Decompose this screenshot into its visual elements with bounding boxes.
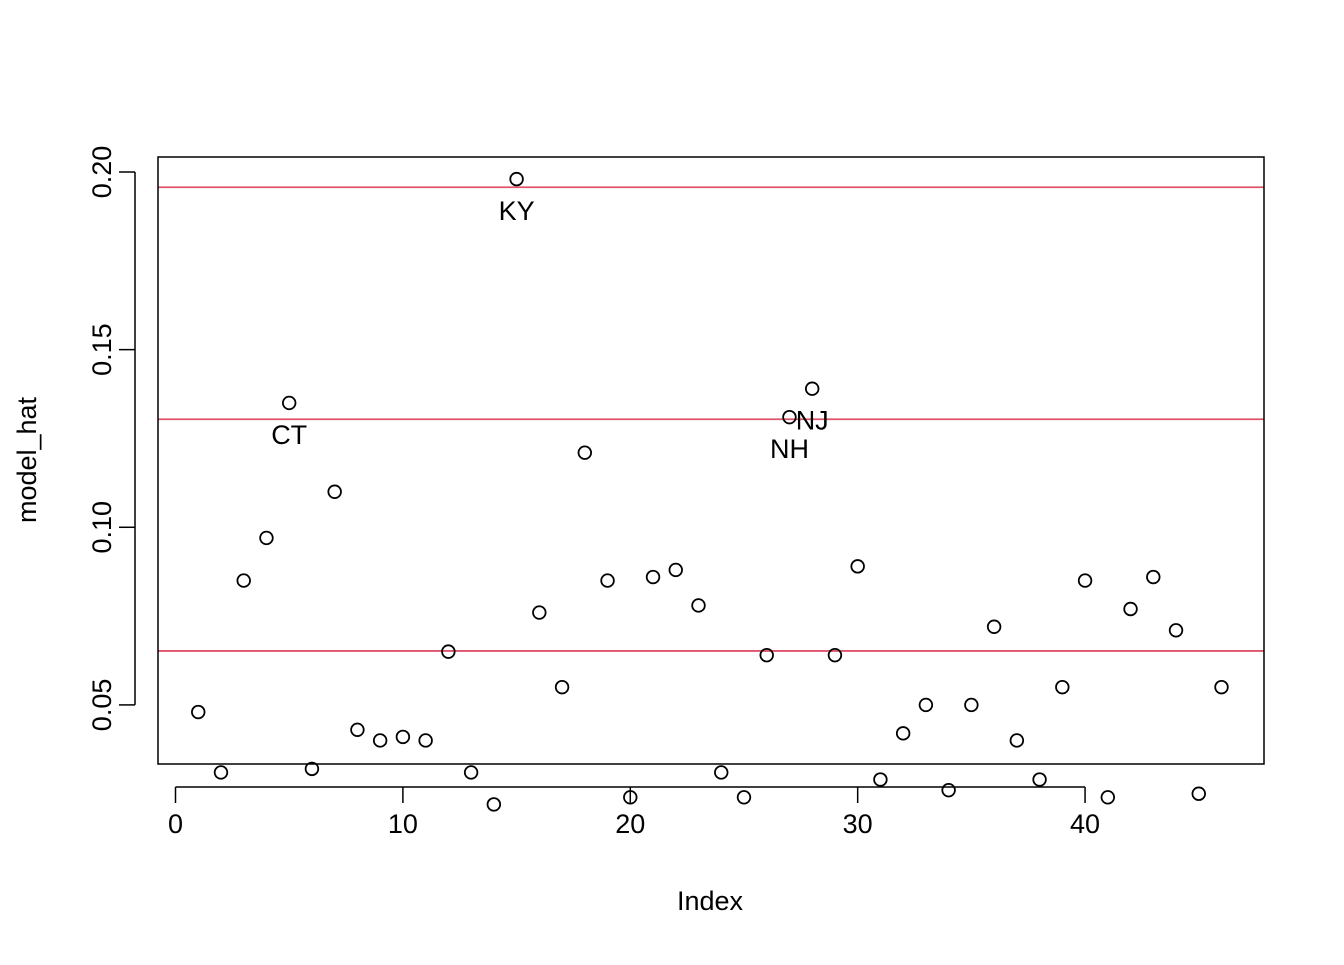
data-point (1168, 623, 1184, 638)
y-tick-label: 0.20 (87, 146, 117, 199)
data-point (1009, 733, 1025, 748)
data-point (1123, 601, 1138, 617)
y-tick-label: 0.15 (87, 323, 117, 376)
data-point (873, 772, 888, 787)
data-point (964, 697, 979, 713)
data-point (759, 647, 774, 663)
data-point (281, 395, 297, 411)
data-point (668, 562, 683, 578)
data-point (600, 573, 615, 588)
x-tick-label: 20 (615, 809, 645, 839)
data-point (918, 697, 934, 713)
data-point (804, 381, 820, 396)
data-point (395, 729, 411, 745)
x-tick-label: 30 (843, 809, 873, 839)
data-point (236, 573, 251, 588)
data-point (532, 605, 547, 620)
data-point (259, 530, 274, 546)
data-point (1191, 786, 1206, 801)
data-point (554, 679, 570, 695)
data-point (1214, 679, 1229, 695)
data-point (577, 445, 593, 460)
y-axis: 0.05 0.10 0.15 0.20 (87, 146, 136, 732)
x-axis: 0 10 20 30 40 (168, 786, 1100, 839)
data-point (736, 790, 752, 805)
data-point (941, 782, 956, 798)
data-point (714, 765, 729, 780)
x-tick-label: 40 (1070, 809, 1100, 839)
data-point (782, 409, 797, 425)
x-tick-label: 10 (388, 809, 418, 839)
data-points (191, 171, 1229, 812)
plot-frame (157, 156, 1265, 765)
data-point (418, 733, 433, 748)
data-point (1032, 772, 1047, 787)
data-point (895, 726, 911, 741)
data-point (1146, 569, 1161, 585)
y-tick-label: 0.05 (87, 679, 117, 732)
data-point (191, 704, 206, 720)
data-point (691, 598, 706, 613)
y-tick-label: 0.10 (87, 501, 117, 554)
data-point (350, 722, 365, 737)
x-tick-label: 0 (168, 809, 183, 839)
data-point (441, 644, 456, 659)
data-point (645, 569, 661, 585)
data-point (1100, 790, 1116, 805)
data-point (1077, 573, 1093, 588)
data-point (463, 765, 479, 780)
point-label-nj: NJ (796, 406, 829, 436)
point-label-nh: NH (770, 434, 809, 464)
point-label-ct: CT (271, 420, 307, 450)
data-point (213, 765, 229, 780)
data-point (372, 733, 388, 748)
point-label-ky: KY (499, 196, 535, 226)
reference-lines (158, 186, 1264, 652)
data-point (304, 761, 320, 777)
y-axis-title: model_hat (12, 396, 42, 523)
data-point (850, 559, 865, 574)
data-point (327, 484, 342, 499)
data-point (827, 647, 843, 663)
data-point (486, 797, 502, 812)
data-point (986, 619, 1002, 634)
data-point (1055, 679, 1070, 695)
x-axis-title: Index (677, 886, 744, 916)
data-point (509, 171, 524, 187)
